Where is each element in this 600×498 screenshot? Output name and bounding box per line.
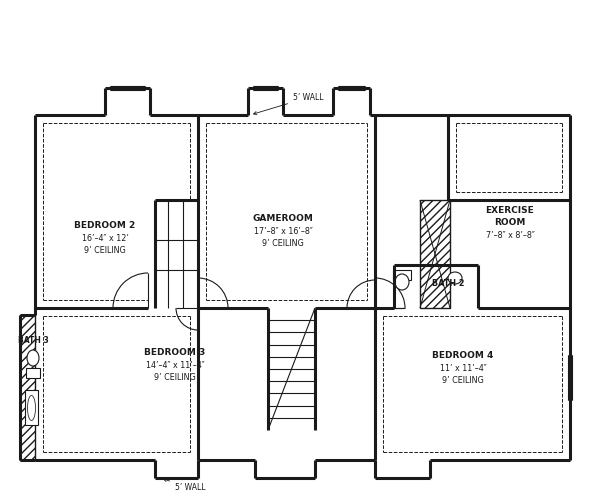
Text: BEDROOM 3: BEDROOM 3 — [145, 348, 206, 357]
Ellipse shape — [27, 350, 39, 366]
Text: 9’ CEILING: 9’ CEILING — [262, 239, 304, 248]
Bar — [26, 368, 40, 378]
Bar — [393, 270, 411, 280]
Text: 11’ x 11’–4″: 11’ x 11’–4″ — [440, 364, 487, 373]
Ellipse shape — [448, 272, 462, 284]
Text: 17’–8″ x 16’–8″: 17’–8″ x 16’–8″ — [254, 227, 313, 236]
Text: 9’ CEILING: 9’ CEILING — [154, 373, 196, 381]
Text: 9’ CEILING: 9’ CEILING — [442, 375, 484, 384]
Text: EXERCISE: EXERCISE — [485, 206, 535, 215]
Ellipse shape — [28, 395, 35, 420]
Text: GAMEROOM: GAMEROOM — [253, 214, 313, 223]
Ellipse shape — [395, 274, 409, 290]
Text: BEDROOM 4: BEDROOM 4 — [433, 351, 494, 360]
Text: ROOM: ROOM — [494, 218, 526, 227]
Bar — [25, 390, 38, 425]
Text: 9’ CEILING: 9’ CEILING — [84, 246, 126, 254]
Text: BEDROOM 2: BEDROOM 2 — [74, 221, 136, 230]
Bar — [20, 315, 35, 460]
Text: 16’–4″ x 12’: 16’–4″ x 12’ — [82, 234, 128, 243]
Text: BATH 3: BATH 3 — [17, 336, 49, 345]
Text: 7’–8″ x 8’–8″: 7’–8″ x 8’–8″ — [485, 231, 535, 240]
Text: 5’ WALL: 5’ WALL — [164, 479, 205, 492]
Bar — [420, 200, 450, 308]
Text: BATH 2: BATH 2 — [432, 278, 464, 287]
Text: 14’–4″ x 11’–4″: 14’–4″ x 11’–4″ — [146, 361, 205, 370]
Text: 5’ WALL: 5’ WALL — [254, 93, 323, 115]
